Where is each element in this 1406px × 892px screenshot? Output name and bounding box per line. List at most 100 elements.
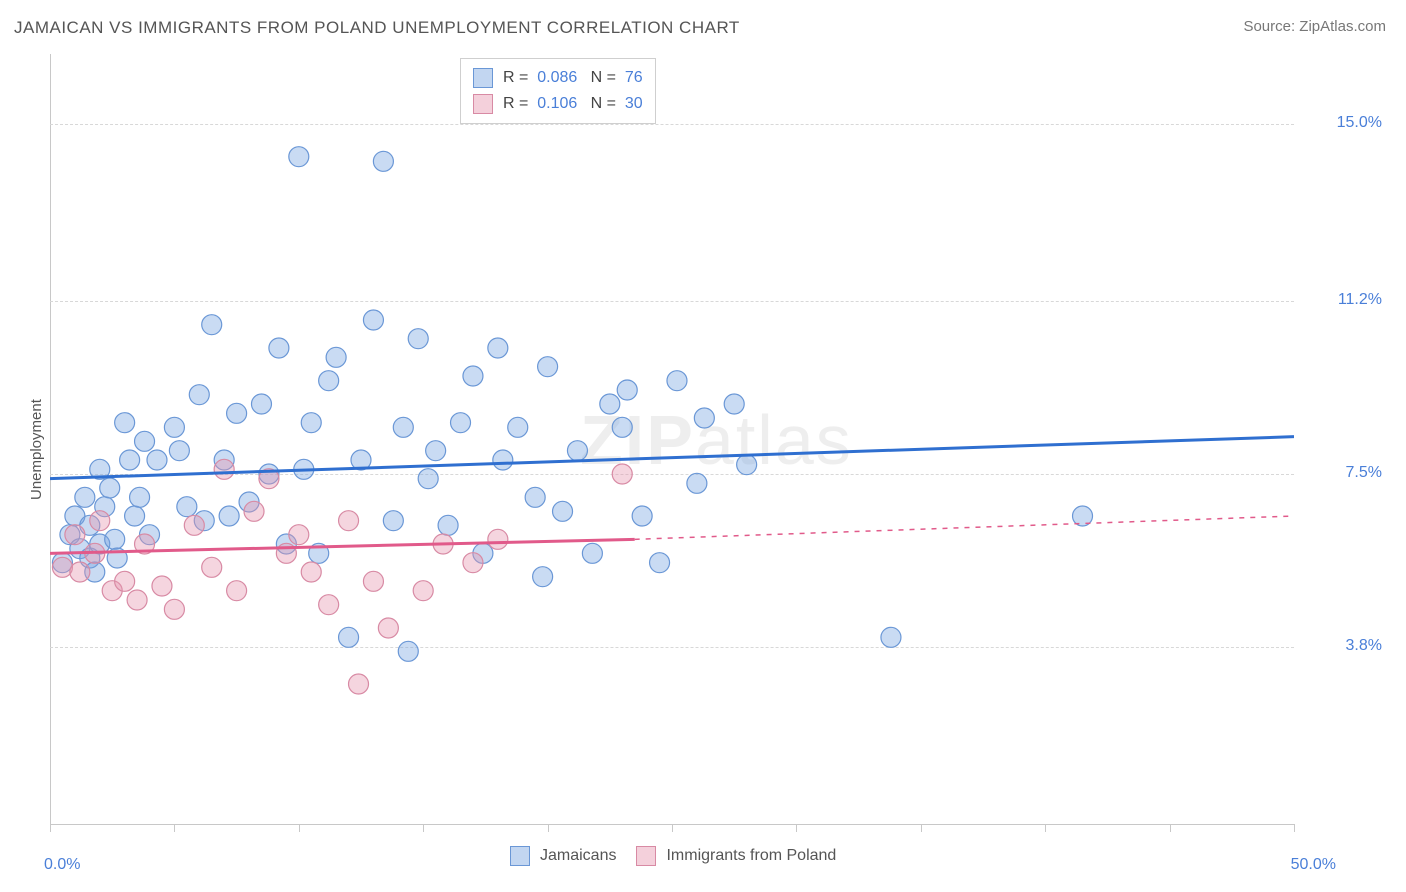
xtick [1170, 824, 1171, 832]
scatter-point [219, 506, 239, 526]
scatter-point [413, 581, 433, 601]
scatter-point [600, 394, 620, 414]
scatter-point [65, 525, 85, 545]
scatter-point [105, 529, 125, 549]
scatter-point [724, 394, 744, 414]
scatter-point [135, 431, 155, 451]
scatter-point [363, 571, 383, 591]
scatter-point [582, 543, 602, 563]
scatter-point [737, 455, 757, 475]
scatter-svg [50, 54, 1294, 824]
scatter-point [567, 441, 587, 461]
chart-container: JAMAICAN VS IMMIGRANTS FROM POLAND UNEMP… [0, 0, 1406, 892]
scatter-point [632, 506, 652, 526]
scatter-point [120, 450, 140, 470]
scatter-point [612, 464, 632, 484]
xtick [299, 824, 300, 832]
scatter-point [127, 590, 147, 610]
scatter-point [650, 553, 670, 573]
xtick [1294, 824, 1295, 832]
legend-swatch-poland [473, 94, 493, 114]
scatter-point [363, 310, 383, 330]
scatter-point [75, 487, 95, 507]
ytick-label: 15.0% [1302, 114, 1382, 132]
scatter-point [493, 450, 513, 470]
scatter-point [418, 469, 438, 489]
scatter-point [52, 557, 72, 577]
scatter-point [251, 394, 271, 414]
scatter-point [488, 338, 508, 358]
ytick-label: 7.5% [1302, 464, 1382, 482]
xtick [50, 824, 51, 832]
scatter-point [326, 347, 346, 367]
chart-title: JAMAICAN VS IMMIGRANTS FROM POLAND UNEMP… [14, 18, 740, 38]
scatter-point [227, 581, 247, 601]
scatter-point [881, 627, 901, 647]
xtick [672, 824, 673, 832]
scatter-point [202, 557, 222, 577]
scatter-point [164, 417, 184, 437]
scatter-point [319, 371, 339, 391]
scatter-point [301, 562, 321, 582]
scatter-point [533, 567, 553, 587]
bottom-label-jamaicans: Jamaicans [540, 847, 616, 865]
scatter-point [488, 529, 508, 549]
scatter-point [202, 315, 222, 335]
scatter-point [301, 413, 321, 433]
scatter-point [378, 618, 398, 638]
scatter-point [667, 371, 687, 391]
scatter-point [319, 595, 339, 615]
legend-swatch-jamaicans [473, 68, 493, 88]
legend-row-jamaicans: R = 0.086 N = 76 [473, 65, 643, 91]
scatter-point [244, 501, 264, 521]
scatter-point [177, 497, 197, 517]
scatter-point [147, 450, 167, 470]
scatter-point [383, 511, 403, 531]
scatter-point [408, 329, 428, 349]
scatter-point [553, 501, 573, 521]
series-legend: Jamaicans Immigrants from Poland [490, 846, 836, 866]
scatter-point [508, 417, 528, 437]
source-label: Source: ZipAtlas.com [1243, 18, 1386, 35]
scatter-point [184, 515, 204, 535]
y-axis-label: Unemployment [28, 399, 45, 500]
scatter-point [349, 674, 369, 694]
xtick [796, 824, 797, 832]
scatter-point [90, 511, 110, 531]
scatter-point [214, 459, 234, 479]
scatter-point [152, 576, 172, 596]
x-axis-max-label: 50.0% [1291, 856, 1336, 874]
xtick [921, 824, 922, 832]
scatter-point [115, 413, 135, 433]
legend-row-poland: R = 0.106 N = 30 [473, 91, 643, 117]
scatter-point [289, 147, 309, 167]
legend-text-poland: R = 0.106 N = 30 [503, 95, 643, 113]
regression-line [50, 437, 1294, 479]
scatter-point [227, 403, 247, 423]
bottom-swatch-poland [636, 846, 656, 866]
xtick [1045, 824, 1046, 832]
bottom-label-poland: Immigrants from Poland [666, 847, 836, 865]
xtick [174, 824, 175, 832]
scatter-point [687, 473, 707, 493]
scatter-point [289, 525, 309, 545]
scatter-point [694, 408, 714, 428]
scatter-point [438, 515, 458, 535]
scatter-point [189, 385, 209, 405]
ytick-label: 3.8% [1302, 637, 1382, 655]
bottom-swatch-jamaicans [510, 846, 530, 866]
scatter-point [612, 417, 632, 437]
scatter-point [463, 553, 483, 573]
legend-text-jamaicans: R = 0.086 N = 76 [503, 69, 643, 87]
scatter-point [373, 151, 393, 171]
scatter-point [538, 357, 558, 377]
ytick-label: 11.2% [1302, 291, 1382, 309]
scatter-point [463, 366, 483, 386]
scatter-point [70, 562, 90, 582]
regression-line-dashed [635, 516, 1294, 539]
scatter-point [525, 487, 545, 507]
scatter-point [451, 413, 471, 433]
scatter-point [130, 487, 150, 507]
scatter-point [269, 338, 289, 358]
scatter-point [393, 417, 413, 437]
